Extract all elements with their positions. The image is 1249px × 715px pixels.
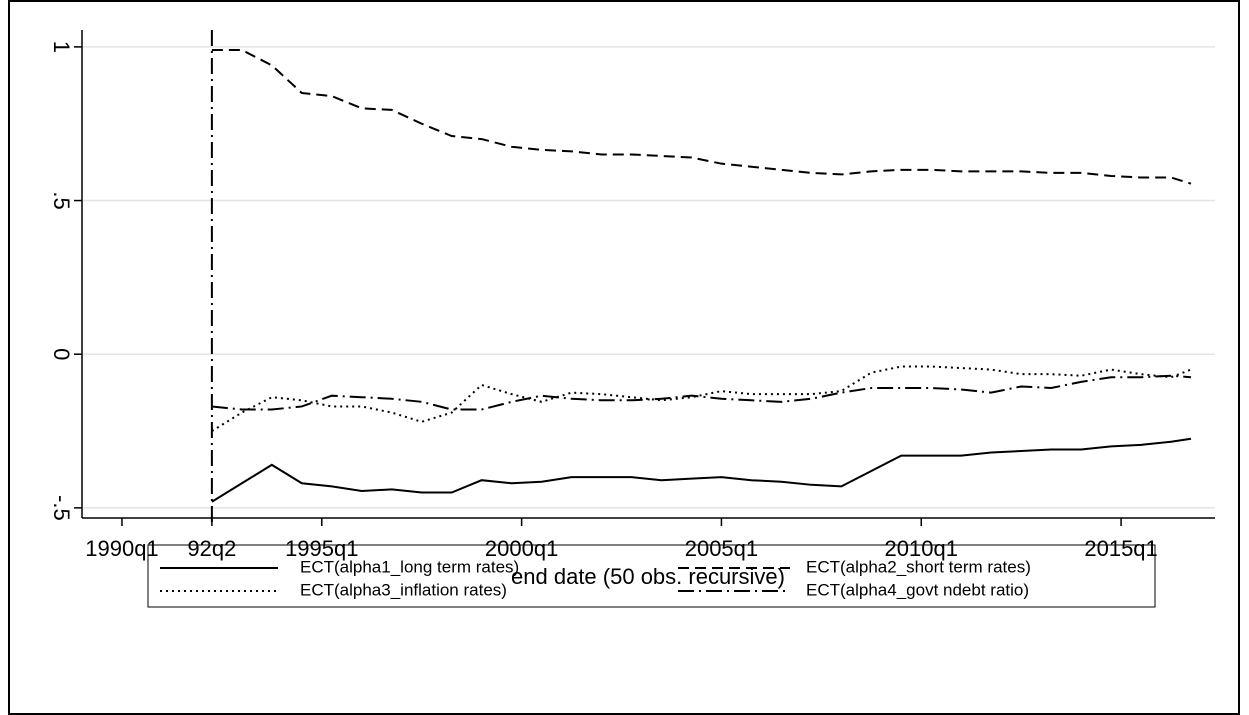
x-tick-label: 2005q1	[685, 536, 758, 561]
legend-label: ECT(alpha3_inflation rates)	[300, 580, 507, 599]
y-tick-label: 1	[49, 41, 74, 53]
series-line	[211, 374, 1192, 411]
legend: ECT(alpha1_long term rates) ECT(alpha2_sh…	[160, 557, 1031, 599]
x-tick-label: 2000q1	[485, 536, 558, 561]
x-axis-label: end date (50 obs. recursive)	[511, 564, 785, 589]
legend-label: ECT(alpha1_long term rates)	[300, 557, 519, 576]
series-line	[211, 365, 1192, 432]
y-tick-label: 0	[49, 348, 74, 360]
y-tick-label: .5	[49, 191, 74, 209]
outer-frame	[8, 0, 1240, 715]
series-line	[211, 48, 1192, 185]
legend-box	[147, 544, 1156, 608]
series-line	[211, 437, 1192, 503]
legend-label: ECT(alpha4_govt ndebt ratio)	[806, 580, 1029, 599]
x-tick-label: 92q2	[187, 536, 236, 561]
x-tick-label: 1990q1	[85, 536, 158, 561]
legend-label: ECT(alpha2_short term rates)	[806, 557, 1031, 576]
x-tick-label: 1995q1	[285, 536, 358, 561]
x-tick-label: 2010q1	[885, 536, 958, 561]
y-tick-label: -.5	[49, 495, 74, 521]
x-tick-label: 2015q1	[1084, 536, 1157, 561]
